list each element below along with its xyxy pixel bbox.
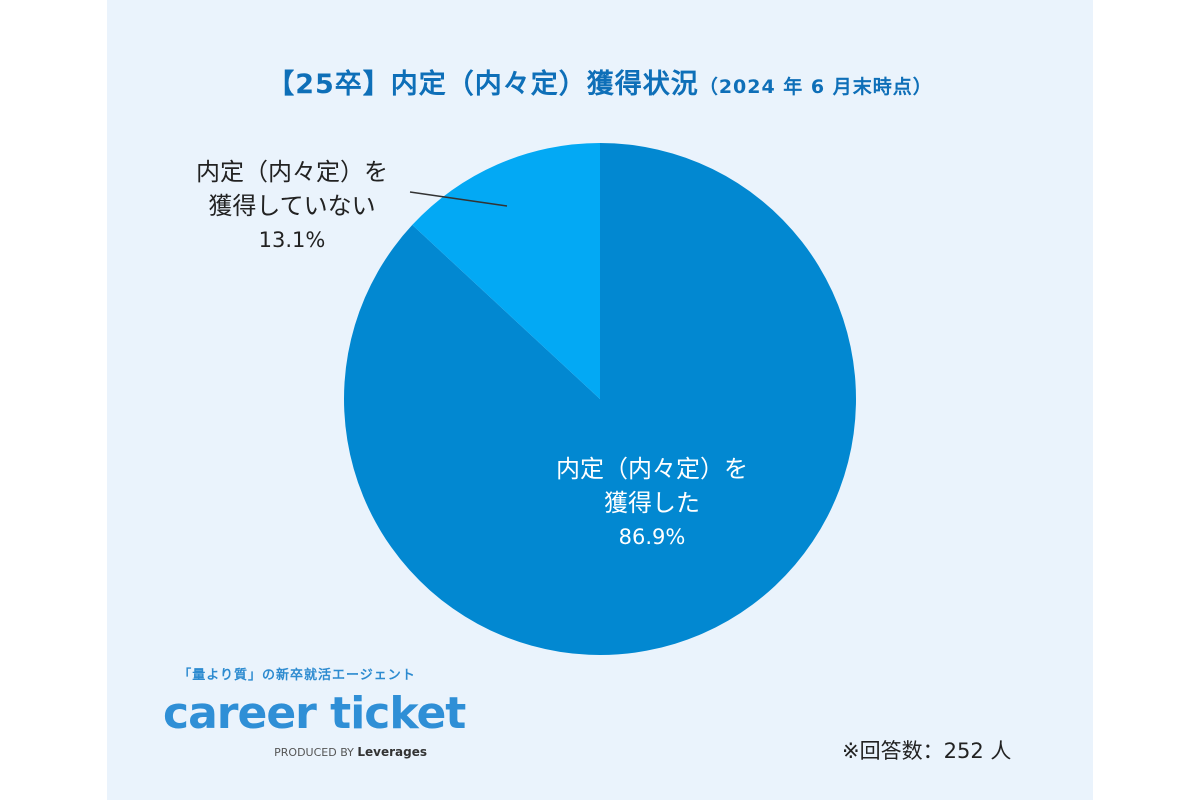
slice-label-obtained: 内定（内々定）を 獲得した 86.9% bbox=[527, 452, 777, 554]
chart-title: 【25卒】内定（内々定）獲得状況（2024 年 6 月末時点） bbox=[107, 62, 1093, 101]
respondent-count-note: ※回答数：252 人 bbox=[842, 739, 1012, 763]
slice-label-not-obtained: 内定（内々定）を 獲得していない 13.1% bbox=[167, 155, 417, 257]
brand-tagline: 「量より質」の新卒就活エージェント bbox=[178, 668, 416, 683]
slice-label-not-pct: 13.1% bbox=[258, 228, 326, 252]
pie-chart bbox=[344, 143, 856, 655]
brand-produced-by: PRODUCED BY bbox=[274, 746, 354, 759]
slice-label-got-line1: 内定（内々定）を bbox=[556, 455, 748, 483]
slice-label-not-line1: 内定（内々定）を bbox=[196, 158, 388, 186]
chart-title-main: 【25卒】内定（内々定）獲得状況 bbox=[267, 69, 699, 100]
slice-label-got-line2: 獲得した bbox=[604, 489, 700, 517]
slice-label-got-pct: 86.9% bbox=[618, 525, 686, 549]
pie-slice-not-obtained bbox=[412, 143, 600, 399]
chart-panel: 【25卒】内定（内々定）獲得状況（2024 年 6 月末時点） 内定（内々定）を… bbox=[107, 0, 1093, 800]
brand-company: Leverages bbox=[357, 745, 427, 759]
chart-title-sub: （2024 年 6 月末時点） bbox=[698, 76, 933, 98]
brand-credit: PRODUCED BY Leverages bbox=[227, 745, 427, 759]
brand-logo: career ticket bbox=[163, 688, 466, 739]
leader-line bbox=[409, 191, 508, 207]
slice-label-not-line2: 獲得していない bbox=[208, 192, 376, 220]
